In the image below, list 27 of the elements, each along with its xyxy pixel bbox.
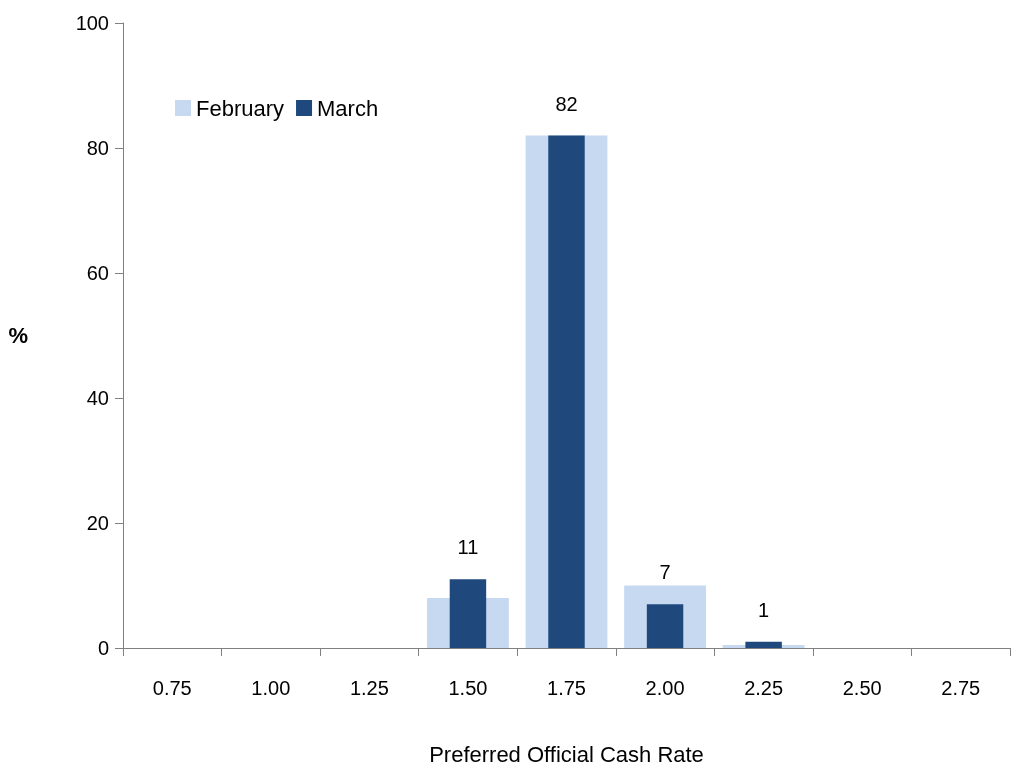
x-tick-label: 2.75 xyxy=(941,677,981,699)
x-tick-label: 1.75 xyxy=(547,677,586,699)
bar xyxy=(745,641,782,648)
y-axis-title: % xyxy=(8,323,28,348)
y-tick-label: 60 xyxy=(86,262,109,284)
data-label: 82 xyxy=(555,92,578,115)
legend-label: February xyxy=(196,95,285,121)
bar xyxy=(646,604,684,648)
x-axis-title: Preferred Official Cash Rate xyxy=(429,741,704,767)
bar xyxy=(548,135,585,648)
bar xyxy=(449,579,487,648)
y-tick-label: 0 xyxy=(97,637,109,659)
x-tick-label: 1.25 xyxy=(349,677,389,699)
y-tick-label: 100 xyxy=(75,12,109,34)
x-tick-label: 0.75 xyxy=(152,677,192,699)
y-tick-label: 80 xyxy=(86,137,109,159)
x-tick-label: 2.50 xyxy=(842,677,882,699)
x-tick-label: 1.00 xyxy=(251,677,291,699)
x-tick-label: 2.00 xyxy=(645,677,685,699)
y-tick-label: 20 xyxy=(86,512,109,534)
x-tick-label: 2.25 xyxy=(744,677,784,699)
data-label: 7 xyxy=(659,561,671,584)
legend-label: March xyxy=(317,95,379,121)
y-tick-label: 40 xyxy=(86,387,109,409)
data-label: 11 xyxy=(457,536,479,559)
x-tick-label: 1.50 xyxy=(448,677,488,699)
data-label: 1 xyxy=(758,598,770,621)
